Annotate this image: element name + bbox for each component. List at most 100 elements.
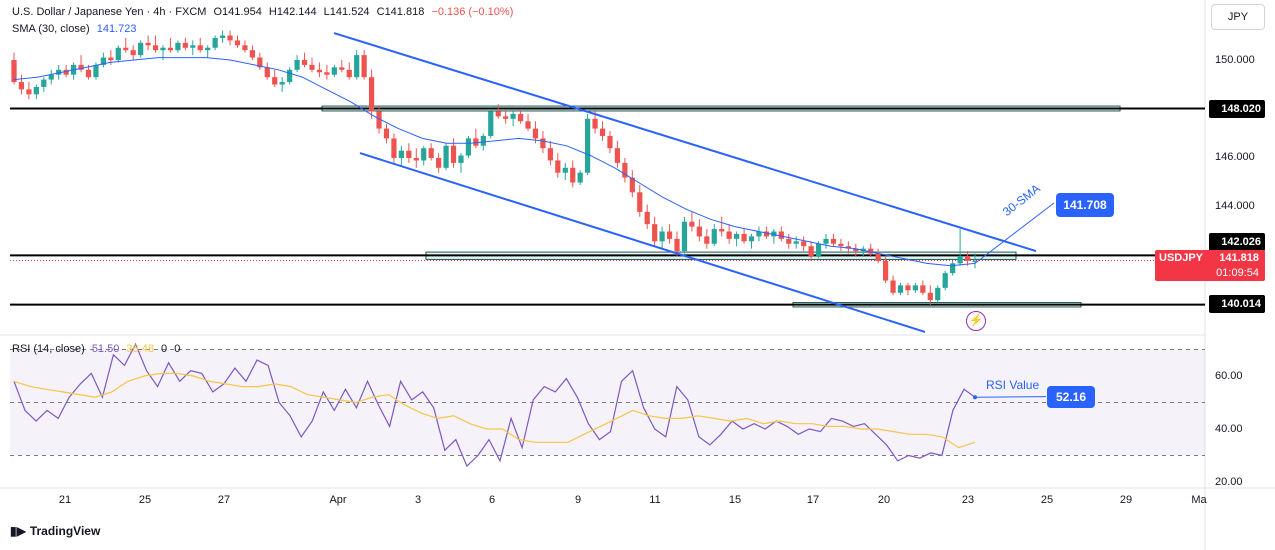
candle-body bbox=[383, 128, 390, 139]
candle-body bbox=[704, 236, 710, 244]
sma-legend[interactable]: SMA (30, close) 141.723 bbox=[12, 23, 140, 35]
candle-body bbox=[93, 64, 99, 78]
candle-body bbox=[823, 238, 829, 244]
candle-body bbox=[644, 211, 650, 225]
candle-body bbox=[748, 236, 755, 242]
rsi-legend-label: RSI (14, close) bbox=[12, 343, 85, 355]
candle-body bbox=[428, 148, 434, 158]
candle-body bbox=[324, 72, 330, 75]
candle-body bbox=[63, 69, 69, 75]
candle-body bbox=[145, 42, 151, 46]
channel-lower-line bbox=[359, 152, 926, 333]
time-tick: 20 bbox=[877, 494, 891, 506]
candle-body bbox=[756, 231, 762, 237]
candle-body bbox=[421, 148, 427, 161]
candle-body bbox=[309, 64, 315, 70]
sma-legend-label: SMA (30, close) bbox=[12, 23, 90, 35]
time-tick: 9 bbox=[574, 494, 582, 506]
rsi-tick: 40.00 bbox=[1215, 423, 1243, 435]
candle-body bbox=[48, 74, 54, 80]
candle-body bbox=[771, 231, 777, 237]
rsi-legend-value: 51.50 bbox=[91, 343, 120, 355]
candle-body bbox=[629, 177, 635, 193]
price-tag: USDJPY 141.818 01:09:54 bbox=[1155, 250, 1265, 281]
candle-body bbox=[175, 42, 181, 51]
candle-body bbox=[510, 113, 516, 119]
candle-body bbox=[123, 47, 129, 51]
candle-body bbox=[950, 263, 956, 274]
price-tick: 150.000 bbox=[1215, 54, 1255, 66]
time-tick: 23 bbox=[961, 494, 975, 506]
candle-body bbox=[316, 69, 323, 73]
rsi-legend[interactable]: RSI (14, close) 51.50 36.48 0 0 bbox=[12, 343, 184, 355]
rsi-tick: 20.00 bbox=[1215, 476, 1243, 488]
candle-body bbox=[585, 118, 591, 173]
candle-body bbox=[503, 116, 509, 119]
symbol-title: U.S. Dollar / Japanese Yen · 4h · FXCM bbox=[12, 6, 207, 18]
sma-callout-value: 141.708 bbox=[1056, 193, 1114, 217]
candle-body bbox=[637, 192, 643, 212]
candle-body bbox=[815, 243, 822, 256]
rsi-callout-value: 52.16 bbox=[1047, 386, 1095, 408]
candle-body bbox=[234, 40, 241, 46]
sma-line bbox=[13, 57, 976, 267]
time-tick: 3 bbox=[414, 494, 422, 506]
rsi-callout-pointer bbox=[974, 396, 1047, 398]
candle-body bbox=[197, 45, 203, 51]
candle-body bbox=[964, 256, 971, 261]
brand-name: TradingView bbox=[29, 524, 101, 538]
candle-body bbox=[160, 47, 166, 51]
candle-body bbox=[488, 111, 494, 136]
time-tick: 6 bbox=[488, 494, 496, 506]
candle-body bbox=[108, 57, 114, 60]
candle-body bbox=[778, 231, 784, 239]
candle-body bbox=[391, 138, 397, 158]
candle-body bbox=[912, 285, 919, 291]
candle-body bbox=[868, 248, 874, 254]
currency-selector[interactable]: JPY bbox=[1211, 4, 1265, 30]
candle-body bbox=[599, 128, 606, 136]
candle-body bbox=[182, 42, 188, 48]
candle-body bbox=[465, 138, 472, 156]
candle-body bbox=[614, 148, 621, 163]
candle-body bbox=[398, 150, 404, 158]
rsi-line bbox=[13, 342, 976, 468]
candle-body bbox=[920, 285, 926, 293]
candle-body bbox=[577, 172, 583, 183]
candle-body bbox=[674, 238, 680, 252]
candle-body bbox=[18, 82, 25, 90]
candle-body bbox=[480, 135, 486, 146]
candle-body bbox=[681, 221, 688, 252]
level-tag-middle: 142.026 bbox=[1209, 233, 1265, 251]
candle-body bbox=[696, 226, 702, 237]
candle-body bbox=[272, 77, 278, 85]
lightning-icon[interactable]: ⚡ bbox=[966, 311, 986, 331]
candle-body bbox=[532, 128, 539, 139]
chart-header: U.S. Dollar / Japanese Yen · 4h · FXCM O… bbox=[12, 6, 517, 18]
time-tick: Ma bbox=[1191, 494, 1207, 506]
candle-body bbox=[33, 86, 39, 95]
time-tick: 25 bbox=[1040, 494, 1054, 506]
candle-body bbox=[249, 50, 255, 58]
ohlc-low: L141.524 bbox=[323, 6, 370, 18]
candle-body bbox=[376, 111, 382, 129]
ohlc-high: H142.144 bbox=[268, 6, 317, 18]
candle-body bbox=[793, 241, 799, 244]
candle-body bbox=[11, 60, 17, 83]
candle-body bbox=[935, 287, 941, 301]
candle-body bbox=[287, 69, 293, 83]
candle-body bbox=[361, 55, 367, 78]
candle-body bbox=[719, 229, 725, 232]
candle-body bbox=[540, 138, 546, 149]
candle-body bbox=[905, 285, 911, 291]
price-tick: 144.000 bbox=[1215, 200, 1255, 212]
time-tick: Apr bbox=[329, 494, 347, 506]
candle-body bbox=[331, 67, 337, 75]
candle-body bbox=[219, 35, 226, 38]
candle-body bbox=[56, 69, 62, 75]
candle-body bbox=[190, 45, 196, 48]
candle-body bbox=[845, 246, 851, 249]
candle-body bbox=[436, 158, 442, 168]
candle-body bbox=[734, 233, 740, 239]
